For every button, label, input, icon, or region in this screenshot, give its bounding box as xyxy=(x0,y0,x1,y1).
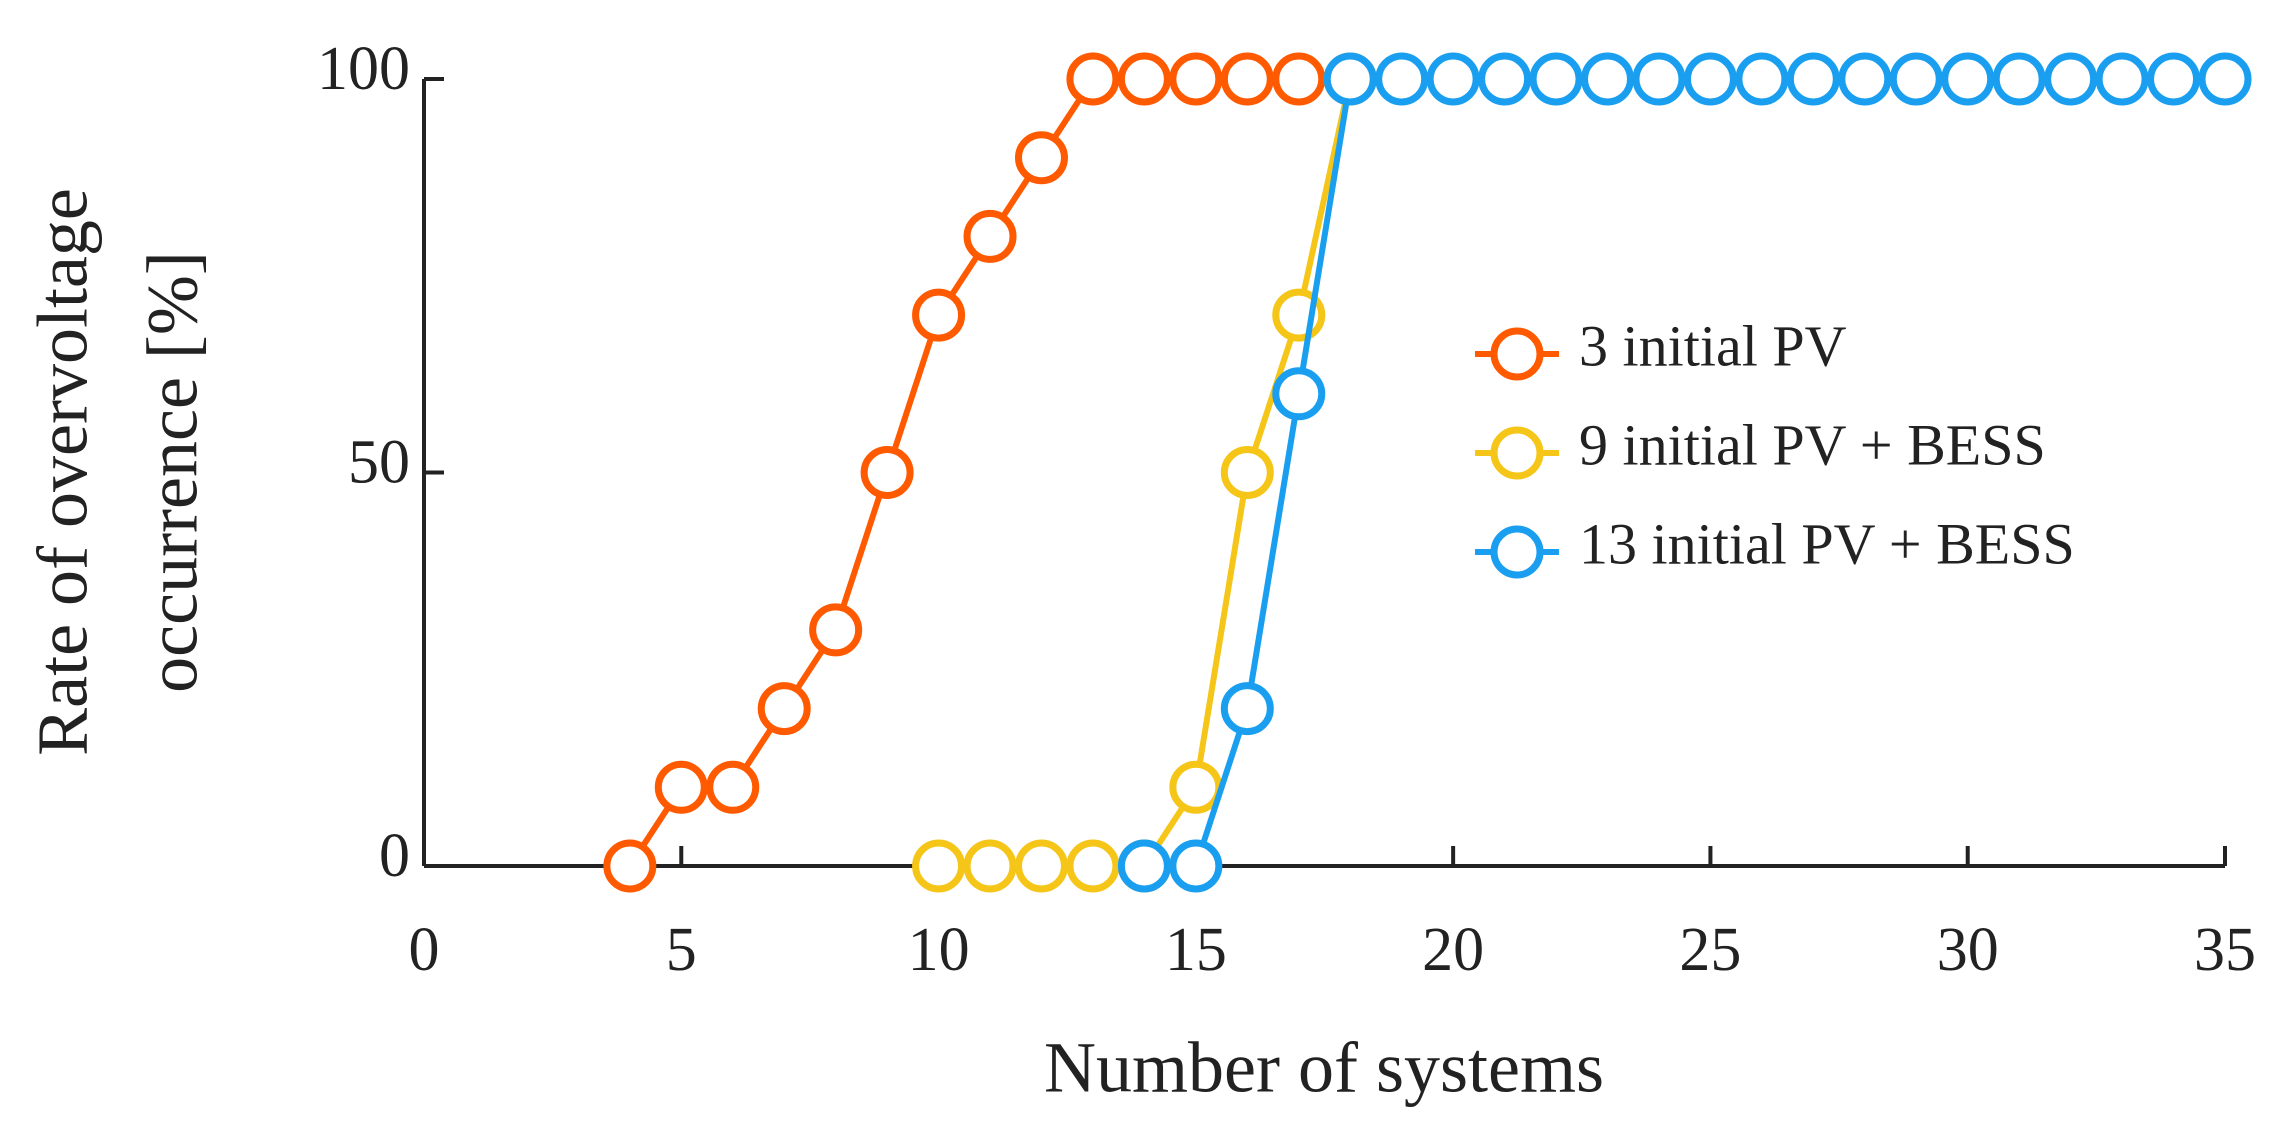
data-point xyxy=(1529,52,1583,106)
data-point xyxy=(1735,52,1789,106)
data-point xyxy=(2147,52,2201,106)
y-tick-label: 50 xyxy=(348,429,410,497)
data-point xyxy=(1014,839,1068,893)
data-point xyxy=(963,209,1017,263)
data-point xyxy=(809,603,863,657)
data-point xyxy=(2198,52,2252,106)
data-point xyxy=(1220,446,1274,499)
data-point xyxy=(1323,52,1377,106)
x-tick-label: 20 xyxy=(1422,916,1484,984)
data-point xyxy=(912,288,966,342)
x-tick-label: 5 xyxy=(666,916,697,984)
data-point xyxy=(1632,52,1686,106)
data-point xyxy=(1117,52,1171,106)
data-point xyxy=(1169,52,1223,106)
x-tick-label: 25 xyxy=(1679,916,1741,984)
data-point xyxy=(1066,839,1120,893)
data-point xyxy=(1375,52,1429,106)
data-point xyxy=(2044,52,2098,106)
x-tick-label: 0 xyxy=(409,916,440,984)
series-line xyxy=(627,76,1299,868)
data-point xyxy=(1272,52,1326,106)
data-point xyxy=(1581,52,1635,106)
data-point xyxy=(757,682,811,736)
data-point xyxy=(1066,52,1120,106)
data-point xyxy=(1992,52,2046,106)
legend-label: 3 initial PV xyxy=(1579,313,1847,378)
data-point xyxy=(912,839,966,893)
data-point xyxy=(1014,131,1068,185)
y-axis-label: Rate of overvoltage xyxy=(23,188,103,756)
data-point xyxy=(963,839,1017,893)
data-point xyxy=(1889,52,1943,106)
legend-marker xyxy=(1490,426,1544,480)
data-point xyxy=(603,839,657,893)
data-point xyxy=(1220,682,1274,736)
data-point xyxy=(1169,760,1223,814)
data-point xyxy=(1786,52,1840,106)
data-point xyxy=(706,760,760,814)
x-tick-label: 15 xyxy=(1165,916,1227,984)
data-point xyxy=(1272,367,1326,421)
data-point xyxy=(2095,52,2149,106)
x-tick-label: 30 xyxy=(1937,916,1999,984)
data-point xyxy=(1683,52,1737,106)
legend-marker xyxy=(1490,327,1544,381)
data-point xyxy=(1117,839,1171,893)
y-axis-label: occurrence [%] xyxy=(133,251,213,693)
data-point xyxy=(1478,52,1532,106)
data-point xyxy=(654,760,708,814)
y-tick-label: 0 xyxy=(379,822,410,890)
y-tick-label: 100 xyxy=(317,35,410,103)
data-point xyxy=(1426,52,1480,106)
legend-label: 9 initial PV + BESS xyxy=(1579,412,2046,477)
legend-label: 13 initial PV + BESS xyxy=(1579,511,2075,576)
legend-marker xyxy=(1490,525,1544,579)
data-point xyxy=(1838,52,1892,106)
data-point xyxy=(860,446,914,499)
x-tick-label: 35 xyxy=(2194,916,2256,984)
data-point xyxy=(1941,52,1995,106)
x-axis-label: Number of systems xyxy=(1044,1028,1604,1108)
x-tick-label: 10 xyxy=(908,916,970,984)
data-point xyxy=(1220,52,1274,106)
data-point xyxy=(1169,839,1223,893)
